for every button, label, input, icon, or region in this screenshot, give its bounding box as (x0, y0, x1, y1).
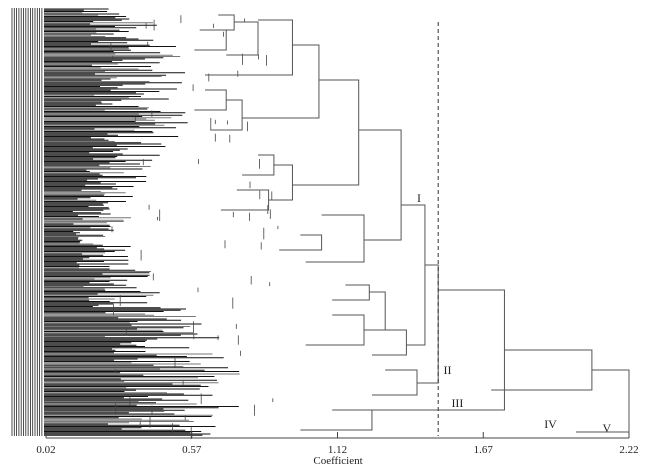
dendrogram-link (194, 89, 227, 111)
leaf-label-column (11, 8, 43, 436)
dendrogram-link (268, 164, 293, 201)
dendrogram-link (292, 79, 360, 186)
dendrogram-link (226, 21, 259, 56)
dendrogram-link (576, 369, 630, 433)
dendrogram-link (205, 19, 293, 76)
dendrogram-link (199, 14, 235, 31)
dendrogram-link (401, 204, 426, 346)
dendrogram-link (242, 154, 275, 176)
dendrogram-link (371, 329, 407, 356)
dendrogram-link (305, 314, 365, 346)
dendrogram-link (220, 189, 270, 211)
x-axis-title: Coefficient (313, 455, 362, 467)
cluster-label: V (603, 421, 612, 435)
x-tick-label: 2.22 (619, 444, 638, 456)
dendrogram-link (194, 29, 227, 51)
dendrogram-branches (194, 14, 630, 433)
dendrogram-link (332, 284, 370, 301)
dendrogram-link (491, 349, 593, 391)
dendrogram-link (300, 409, 373, 431)
dendrogram-link (242, 44, 320, 119)
cluster-label: I (417, 191, 421, 205)
dendrogram-link (417, 264, 439, 384)
x-tick-label: 1.12 (328, 444, 347, 456)
dendrogram-link (305, 214, 365, 263)
cluster-label: II (444, 363, 452, 377)
cluster-label: III (451, 396, 463, 410)
dendrogram-link (371, 369, 418, 396)
dendrogram-link (279, 234, 323, 251)
x-tick-label: 0.02 (36, 444, 55, 456)
dendrogram-link (364, 291, 386, 331)
x-axis-ticks: 0.02 0.57 1.12 1.67 2.22 (36, 432, 639, 456)
cluster-label: IV (544, 417, 557, 431)
dendrogram-link (358, 129, 402, 241)
dense-leaf-branches (44, 8, 279, 439)
dendrogram-link (210, 99, 243, 131)
x-tick-label: 0.57 (182, 444, 202, 456)
x-tick-label: 1.67 (474, 444, 494, 456)
